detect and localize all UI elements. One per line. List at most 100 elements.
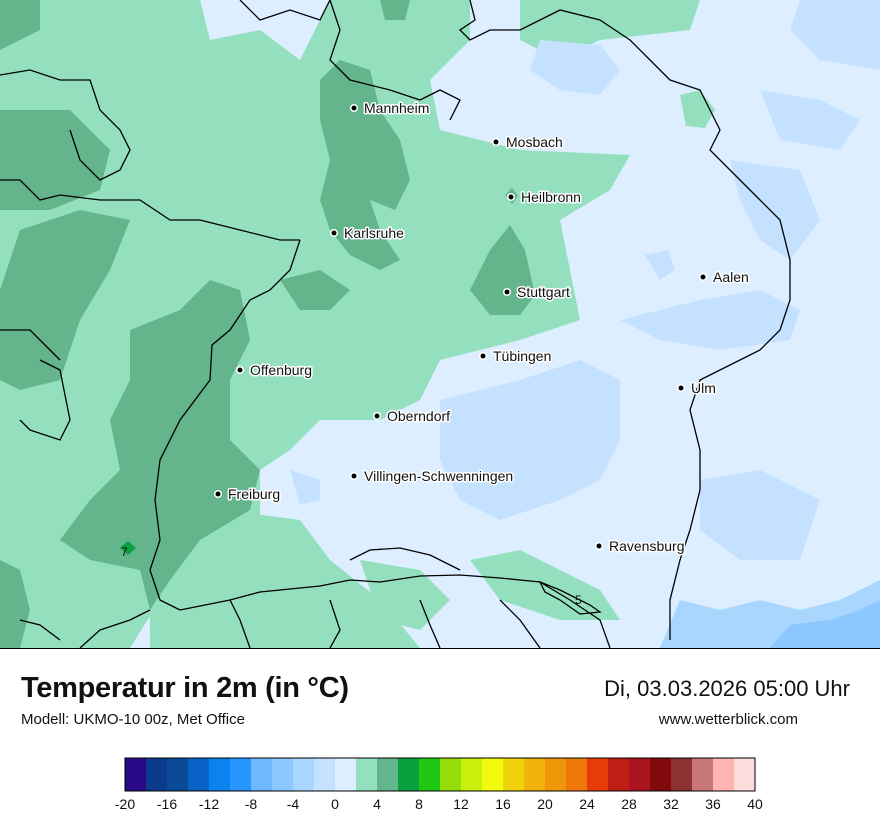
city-marker-dot: [215, 491, 221, 497]
legend-color-box: [314, 758, 336, 791]
legend-color-boxes: [124, 757, 756, 792]
legend-tick-label: 16: [495, 796, 511, 812]
legend-color-box: [734, 758, 756, 791]
city-label: Freiburg: [228, 486, 280, 502]
forecast-datetime: Di, 03.03.2026 05:00 Uhr: [604, 676, 850, 701]
city-villingen-schwenningen[interactable]: Villingen-Schwenningen: [350, 467, 515, 486]
city-label: Mannheim: [364, 100, 429, 116]
city-label: Mosbach: [506, 134, 563, 150]
legend-tick-label: 12: [453, 796, 469, 812]
city-stuttgart[interactable]: Stuttgart: [503, 283, 572, 302]
legend-color-box: [692, 758, 714, 791]
legend-outline: [124, 757, 756, 792]
model-info: Modell: UKMO-10 00z, Met Office: [21, 711, 245, 728]
legend-svg: -20 -16 -12 -8 -4 0 4 8 12 16 20 24 28 32 36 40: [115, 757, 763, 812]
legend-color-box: [230, 758, 252, 791]
legend-color-box: [272, 758, 294, 791]
legend-tick-label: 20: [537, 796, 553, 812]
city-heilbronn[interactable]: Heilbronn: [507, 188, 582, 207]
temperature-map[interactable]: 7 5 Mannheim Mosbach Heilbronn Karlsruhe Aale…: [0, 0, 880, 649]
city-ulm[interactable]: Ulm: [677, 379, 717, 398]
city-label: Villingen-Schwenningen: [364, 468, 513, 484]
legend-color-box: [356, 758, 378, 791]
legend-tick-label: -8: [245, 796, 258, 812]
city-label: Heilbronn: [521, 189, 581, 205]
legend-tick-label: 36: [705, 796, 721, 812]
city-marker-dot: [374, 413, 380, 419]
contour-label: 5: [575, 593, 582, 607]
legend-color-box: [566, 758, 588, 791]
contour-label: 7: [121, 545, 128, 559]
borders: [0, 0, 791, 649]
legend-tick-label: 24: [579, 796, 595, 812]
legend-color-box: [482, 758, 504, 791]
city-marker-dot: [596, 543, 602, 549]
legend-color-box: [146, 758, 168, 791]
legend-color-box: [440, 758, 462, 791]
legend-color-box: [608, 758, 630, 791]
city-marker-dot: [351, 105, 357, 111]
city-marker-dot: [331, 230, 337, 236]
city-label: Karlsruhe: [344, 225, 404, 241]
legend-color-box: [503, 758, 525, 791]
legend-tick-label: -20: [115, 796, 135, 812]
city-label: Offenburg: [250, 362, 312, 378]
city-label: Ravensburg: [609, 538, 685, 554]
map-title: Temperatur in 2m (in °C): [21, 672, 349, 704]
city-marker-dot: [678, 385, 684, 391]
city-label: Oberndorf: [387, 408, 450, 424]
legend-tick-label: 40: [747, 796, 763, 812]
legend-color-box: [188, 758, 210, 791]
color-legend: -20 -16 -12 -8 -4 0 4 8 12 16 20 24 28 32 36 40: [0, 750, 880, 830]
legend-color-box: [251, 758, 273, 791]
legend-color-box: [335, 758, 357, 791]
city-t-bingen[interactable]: Tübingen: [479, 347, 553, 366]
city-mosbach[interactable]: Mosbach: [492, 133, 564, 152]
legend-ticks: -20 -16 -12 -8 -4 0 4 8 12 16 20 24 28 32 36 40: [115, 796, 763, 812]
legend-color-box: [377, 758, 399, 791]
legend-color-box: [293, 758, 315, 791]
legend-color-box: [713, 758, 735, 791]
city-karlsruhe[interactable]: Karlsruhe: [330, 224, 406, 243]
legend-color-box: [545, 758, 567, 791]
city-freiburg[interactable]: Freiburg: [214, 485, 282, 504]
legend-tick-label: 4: [373, 796, 381, 812]
city-marker-dot: [493, 139, 499, 145]
city-label: Stuttgart: [517, 284, 570, 300]
city-ravensburg[interactable]: Ravensburg: [595, 537, 686, 556]
city-oberndorf[interactable]: Oberndorf: [373, 407, 452, 426]
city-label: Tübingen: [493, 348, 551, 364]
legend-color-box: [524, 758, 546, 791]
temp-zone-6-8: [120, 541, 136, 555]
legend-tick-label: 32: [663, 796, 679, 812]
legend-tick-label: -12: [199, 796, 219, 812]
legend-color-box: [587, 758, 609, 791]
city-offenburg[interactable]: Offenburg: [236, 361, 314, 380]
legend-tick-label: -16: [157, 796, 177, 812]
temp-zone-0-2: [290, 0, 880, 560]
temp-zone-4-6: [0, 0, 535, 648]
city-label: Aalen: [713, 269, 749, 285]
temp-zone-minus: [660, 580, 880, 648]
legend-color-box: [419, 758, 441, 791]
legend-tick-label: 0: [331, 796, 339, 812]
map-svg: 7 5 Mannheim Mosbach Heilbronn Karlsruhe Aale…: [0, 0, 880, 649]
city-markers: Mannheim Mosbach Heilbronn Karlsruhe Aalen St…: [214, 99, 750, 556]
legend-tick-label: -4: [287, 796, 300, 812]
city-marker-dot: [700, 274, 706, 280]
legend-color-box: [650, 758, 672, 791]
legend-color-box: [629, 758, 651, 791]
legend-color-box: [125, 758, 147, 791]
city-aalen[interactable]: Aalen: [699, 268, 750, 287]
website-link[interactable]: www.wetterblick.com: [658, 711, 798, 728]
city-marker-dot: [508, 194, 514, 200]
city-label: Ulm: [691, 380, 716, 396]
legend-color-box: [167, 758, 189, 791]
legend-color-box: [209, 758, 231, 791]
legend-tick-label: 28: [621, 796, 637, 812]
legend-color-box: [461, 758, 483, 791]
city-mannheim[interactable]: Mannheim: [350, 99, 431, 118]
legend-tick-label: 8: [415, 796, 423, 812]
city-marker-dot: [351, 473, 357, 479]
legend-color-box: [671, 758, 693, 791]
